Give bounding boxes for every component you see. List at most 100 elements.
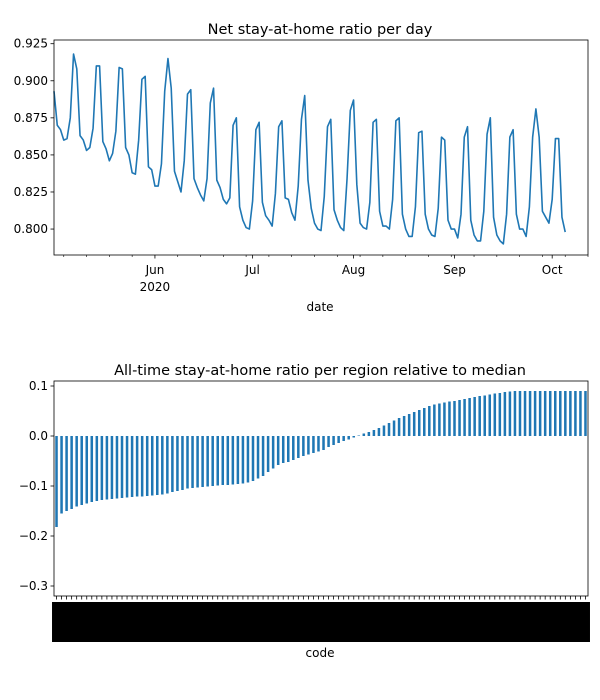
bar — [271, 436, 275, 469]
x-tick-label — [127, 602, 137, 642]
x-tick-label — [268, 602, 278, 642]
bar — [428, 406, 431, 436]
bar — [105, 436, 109, 500]
bar — [433, 404, 436, 436]
x-tick-label — [233, 602, 243, 642]
bar — [402, 416, 406, 436]
x-tick-label — [82, 602, 92, 642]
x-tick-label — [334, 602, 344, 642]
bar — [145, 436, 149, 496]
bar-chart-frame — [53, 380, 589, 597]
x-tick-label — [248, 602, 258, 642]
bar — [130, 436, 134, 497]
bar — [523, 391, 527, 436]
bar — [246, 436, 250, 483]
x-tick-label — [77, 602, 87, 642]
bar — [297, 436, 300, 458]
bar — [211, 436, 214, 486]
y-tick-label: 0.900 — [14, 74, 48, 88]
bar — [125, 436, 129, 498]
x-tick-label — [218, 602, 228, 642]
line-chart: Net stay-at-home ratio per day 0.800 0.82… — [14, 22, 589, 314]
bar — [397, 418, 401, 436]
x-tick-label — [203, 602, 213, 642]
line-chart-title: Net stay-at-home ratio per day — [208, 22, 433, 38]
bar — [55, 436, 58, 527]
bar — [181, 436, 184, 490]
x-tick-label — [485, 602, 495, 642]
x-tick-label — [540, 602, 550, 642]
x-tick-label — [475, 602, 485, 642]
x-tick-label — [354, 602, 364, 642]
bar — [206, 436, 209, 487]
bar — [458, 400, 461, 436]
x-tick-label — [349, 602, 359, 642]
bar — [508, 391, 512, 436]
bar — [352, 436, 356, 438]
x-tick-label — [505, 602, 515, 642]
line-chart-x-label: date — [306, 300, 333, 314]
x-tick-label — [283, 602, 293, 642]
y-tick-label: 0.800 — [14, 222, 48, 236]
bar — [196, 436, 199, 488]
x-tick-label — [258, 602, 268, 642]
bar — [322, 436, 325, 450]
bar — [543, 391, 547, 436]
bar — [75, 436, 78, 507]
x-tick-label — [439, 602, 449, 642]
x-tick-label — [515, 602, 525, 642]
x-tick-label: Aug — [342, 263, 365, 277]
x-tick-label — [465, 602, 475, 642]
x-tick-label — [142, 602, 152, 642]
y-tick-label: 0.825 — [14, 185, 48, 199]
x-tick-label — [183, 602, 192, 642]
x-tick-label — [379, 602, 389, 642]
x-tick-label — [550, 602, 560, 642]
x-tick-label — [87, 602, 97, 642]
bar — [261, 436, 265, 476]
x-tick-label — [62, 602, 72, 642]
x-tick-label — [288, 602, 298, 642]
bar — [201, 436, 204, 487]
bar — [95, 436, 99, 501]
bar — [554, 391, 557, 436]
x-tick-label — [414, 602, 424, 642]
x-tick-label — [308, 602, 318, 642]
y-tick-label: 0.0 — [29, 429, 48, 443]
x-tick-label — [575, 602, 585, 642]
bar — [387, 423, 391, 436]
x-tick-label — [580, 602, 590, 642]
x-tick-label — [137, 602, 147, 642]
x-tick-label — [177, 602, 187, 642]
x-tick-label: Sep — [443, 263, 466, 277]
bar — [528, 391, 532, 436]
x-tick-label — [490, 602, 500, 642]
x-tick-label — [92, 602, 102, 642]
bar — [574, 391, 577, 436]
line-series — [53, 53, 566, 245]
bar — [579, 391, 582, 436]
x-tick-label — [520, 602, 530, 642]
bar-chart-x-tick-labels — [52, 602, 590, 642]
bar — [453, 401, 456, 436]
x-tick-label — [510, 602, 520, 642]
line-chart-x-axis: Jun 2020 Jul Aug Sep Oct — [63, 255, 589, 294]
x-tick-label — [359, 602, 369, 642]
bar — [564, 391, 567, 436]
bar — [478, 396, 481, 436]
bar — [60, 436, 63, 514]
bar — [367, 432, 371, 436]
bar — [423, 408, 426, 436]
x-tick-label — [460, 602, 470, 642]
bar — [287, 436, 290, 462]
line-chart-y-axis: 0.800 0.825 0.850 0.875 0.900 0.925 — [14, 37, 54, 236]
y-tick-label: −0.1 — [19, 479, 48, 493]
x-tick-label — [560, 602, 570, 642]
bar — [559, 391, 562, 436]
bar — [135, 436, 139, 497]
x-tick-label — [263, 602, 273, 642]
bar — [191, 436, 194, 488]
x-tick-label — [404, 602, 414, 642]
bar — [110, 436, 114, 499]
bar-chart-x-ticks — [56, 596, 586, 600]
